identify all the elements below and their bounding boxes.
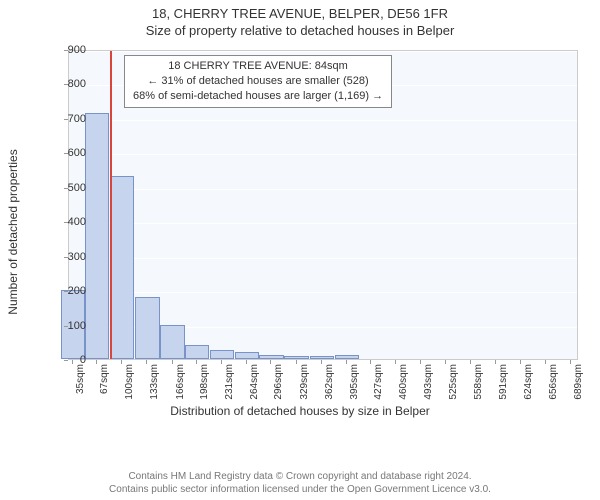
histogram-bar — [235, 352, 259, 359]
info-line-2: ← 31% of detached houses are smaller (52… — [133, 74, 383, 89]
y-tick-mark — [64, 326, 68, 327]
x-tick-label: 264sqm — [249, 364, 260, 404]
x-tick-mark — [520, 360, 521, 364]
chart-title-main: 18, CHERRY TREE AVENUE, BELPER, DE56 1FR — [0, 0, 600, 21]
x-tick-mark — [246, 360, 247, 364]
y-tick-mark — [64, 84, 68, 85]
x-tick-label: 133sqm — [149, 364, 160, 404]
gridline — [69, 189, 577, 190]
x-axis-label: Distribution of detached houses by size … — [0, 404, 600, 418]
histogram-bar — [160, 325, 184, 359]
gridline — [69, 154, 577, 155]
x-tick-label: 525sqm — [448, 364, 459, 404]
histogram-bar — [284, 356, 308, 359]
y-tick-label: 300 — [56, 251, 86, 263]
x-tick-label: 67sqm — [99, 364, 110, 404]
x-tick-label: 395sqm — [349, 364, 360, 404]
y-tick-label: 400 — [56, 216, 86, 228]
x-tick-label: 100sqm — [124, 364, 135, 404]
x-tick-mark — [346, 360, 347, 364]
y-tick-mark — [64, 222, 68, 223]
x-tick-label: 166sqm — [175, 364, 186, 404]
x-tick-label: 198sqm — [199, 364, 210, 404]
x-tick-label: 558sqm — [473, 364, 484, 404]
x-tick-mark — [221, 360, 222, 364]
x-tick-label: 329sqm — [299, 364, 310, 404]
x-tick-mark — [470, 360, 471, 364]
x-tick-mark — [121, 360, 122, 364]
y-tick-mark — [64, 188, 68, 189]
x-tick-mark — [395, 360, 396, 364]
y-tick-mark — [64, 360, 68, 361]
x-tick-label: 591sqm — [498, 364, 509, 404]
gridline — [69, 51, 577, 52]
gridline — [69, 361, 577, 362]
x-tick-mark — [570, 360, 571, 364]
y-axis-label: Number of detached properties — [6, 149, 20, 314]
info-line-3: 68% of semi-detached houses are larger (… — [133, 89, 383, 104]
x-tick-mark — [270, 360, 271, 364]
info-box: 18 CHERRY TREE AVENUE: 84sqm ← 31% of de… — [124, 55, 392, 108]
footer-line-2: Contains public sector information licen… — [0, 483, 600, 496]
x-tick-mark — [445, 360, 446, 364]
x-tick-mark — [196, 360, 197, 364]
gridline — [69, 223, 577, 224]
x-tick-label: 427sqm — [373, 364, 384, 404]
x-tick-mark — [370, 360, 371, 364]
footer-line-1: Contains HM Land Registry data © Crown c… — [0, 470, 600, 483]
x-tick-label: 656sqm — [548, 364, 559, 404]
gridline — [69, 258, 577, 259]
chart-container: Number of detached properties 18 CHERRY … — [0, 42, 600, 422]
x-tick-mark — [146, 360, 147, 364]
x-tick-label: 689sqm — [573, 364, 584, 404]
x-tick-mark — [96, 360, 97, 364]
x-tick-label: 460sqm — [398, 364, 409, 404]
histogram-bar — [310, 356, 334, 359]
histogram-bar — [259, 355, 283, 359]
y-tick-label: 700 — [56, 113, 86, 125]
y-tick-label: 100 — [56, 320, 86, 332]
y-tick-label: 200 — [56, 285, 86, 297]
y-tick-mark — [64, 153, 68, 154]
y-tick-mark — [64, 257, 68, 258]
x-tick-mark — [545, 360, 546, 364]
y-tick-label: 800 — [56, 78, 86, 90]
chart-title-sub: Size of property relative to detached ho… — [0, 21, 600, 38]
histogram-bar — [110, 176, 134, 359]
y-tick-label: 600 — [56, 147, 86, 159]
reference-line — [110, 51, 112, 359]
x-tick-label: 493sqm — [423, 364, 434, 404]
x-tick-mark — [495, 360, 496, 364]
y-tick-mark — [64, 50, 68, 51]
footer-attribution: Contains HM Land Registry data © Crown c… — [0, 470, 600, 496]
y-tick-label: 900 — [56, 44, 86, 56]
gridline — [69, 292, 577, 293]
x-tick-mark — [172, 360, 173, 364]
histogram-bar — [85, 113, 109, 359]
histogram-bar — [135, 297, 159, 359]
x-tick-label: 231sqm — [224, 364, 235, 404]
gridline — [69, 120, 577, 121]
x-tick-label: 296sqm — [273, 364, 284, 404]
x-tick-mark — [420, 360, 421, 364]
x-tick-label: 35sqm — [75, 364, 86, 404]
info-line-1: 18 CHERRY TREE AVENUE: 84sqm — [133, 59, 383, 74]
y-tick-label: 500 — [56, 182, 86, 194]
histogram-bar — [185, 345, 209, 359]
y-tick-mark — [64, 119, 68, 120]
plot-area: 18 CHERRY TREE AVENUE: 84sqm ← 31% of de… — [68, 50, 578, 360]
x-tick-mark — [296, 360, 297, 364]
histogram-bar — [335, 355, 359, 359]
y-tick-mark — [64, 291, 68, 292]
x-tick-mark — [321, 360, 322, 364]
x-tick-label: 362sqm — [324, 364, 335, 404]
x-tick-label: 624sqm — [523, 364, 534, 404]
histogram-bar — [210, 350, 234, 359]
x-tick-mark — [72, 360, 73, 364]
